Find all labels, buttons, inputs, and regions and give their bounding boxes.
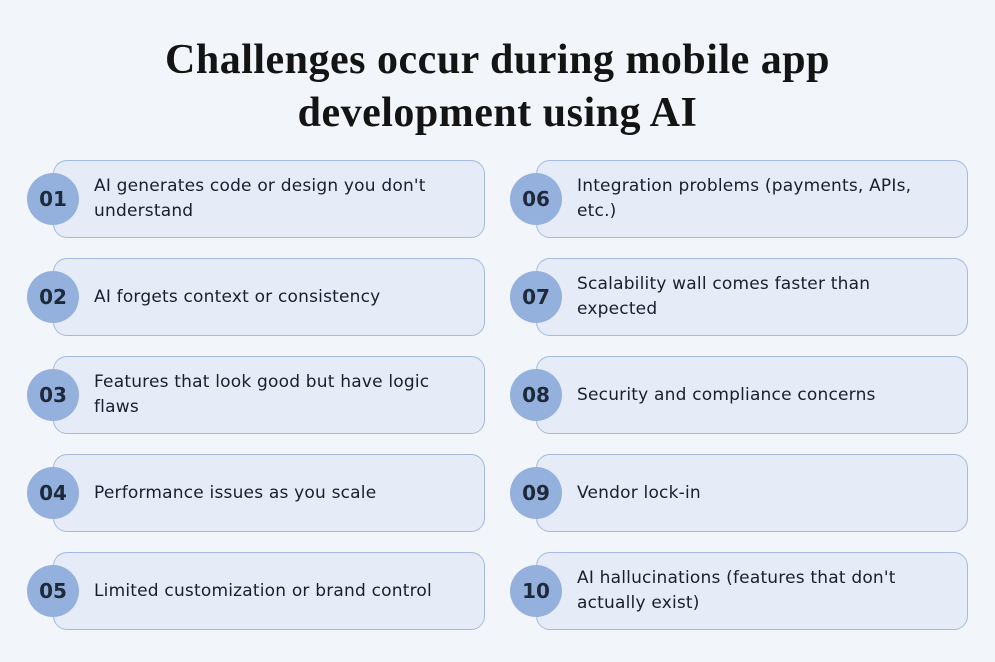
challenge-item-01: 01 AI generates code or design you don't… (27, 160, 485, 238)
challenge-text: Integration problems (payments, APIs, et… (577, 176, 912, 221)
number-badge: 04 (27, 467, 79, 519)
challenge-card: Limited customization or brand control (53, 552, 485, 630)
challenges-grid: 01 AI generates code or design you don't… (27, 160, 968, 630)
number-badge: 05 (27, 565, 79, 617)
challenge-item-08: 08 Security and compliance concerns (510, 356, 968, 434)
challenge-card: AI hallucinations (features that don't a… (536, 552, 968, 630)
page-title-line1: Challenges occur during mobile app (165, 37, 830, 83)
challenge-text: Scalability wall comes faster than expec… (577, 274, 871, 319)
challenge-card: Vendor lock-in (536, 454, 968, 532)
number-label: 04 (39, 481, 67, 505)
challenge-item-07: 07 Scalability wall comes faster than ex… (510, 258, 968, 336)
challenge-text: Features that look good but have logic f… (94, 372, 430, 417)
challenge-item-10: 10 AI hallucinations (features that don'… (510, 552, 968, 630)
number-badge: 07 (510, 271, 562, 323)
challenge-item-03: 03 Features that look good but have logi… (27, 356, 485, 434)
number-badge: 10 (510, 565, 562, 617)
number-label: 01 (39, 187, 67, 211)
challenge-item-09: 09 Vendor lock-in (510, 454, 968, 532)
number-badge: 02 (27, 271, 79, 323)
challenge-card: AI forgets context or consistency (53, 258, 485, 336)
challenge-item-05: 05 Limited customization or brand contro… (27, 552, 485, 630)
number-label: 10 (522, 579, 550, 603)
challenge-text: AI hallucinations (features that don't a… (577, 568, 896, 613)
number-label: 09 (522, 481, 550, 505)
challenge-card: Scalability wall comes faster than expec… (536, 258, 968, 336)
number-badge: 01 (27, 173, 79, 225)
challenge-item-04: 04 Performance issues as you scale (27, 454, 485, 532)
number-label: 07 (522, 285, 550, 309)
number-badge: 03 (27, 369, 79, 421)
number-label: 05 (39, 579, 67, 603)
challenge-card: Security and compliance concerns (536, 356, 968, 434)
challenge-text: Limited customization or brand control (94, 580, 432, 601)
number-badge: 06 (510, 173, 562, 225)
number-badge: 09 (510, 467, 562, 519)
challenge-card: Performance issues as you scale (53, 454, 485, 532)
page-title-line2: development using AI (297, 89, 698, 136)
challenge-text: AI generates code or design you don't un… (94, 176, 426, 221)
number-label: 03 (39, 383, 67, 407)
challenge-card: Integration problems (payments, APIs, et… (536, 160, 968, 238)
challenge-card: Features that look good but have logic f… (53, 356, 485, 434)
page-title: Challenges occur during mobile app develo… (0, 0, 995, 139)
challenge-item-02: 02 AI forgets context or consistency (27, 258, 485, 336)
number-badge: 08 (510, 369, 562, 421)
challenge-text: Security and compliance concerns (577, 384, 876, 405)
challenge-item-06: 06 Integration problems (payments, APIs,… (510, 160, 968, 238)
challenge-card: AI generates code or design you don't un… (53, 160, 485, 238)
number-label: 08 (522, 383, 550, 407)
challenge-text: AI forgets context or consistency (94, 286, 381, 307)
challenge-text: Performance issues as you scale (94, 482, 377, 503)
number-label: 02 (39, 285, 67, 309)
number-label: 06 (522, 187, 550, 211)
challenge-text: Vendor lock-in (577, 482, 701, 503)
